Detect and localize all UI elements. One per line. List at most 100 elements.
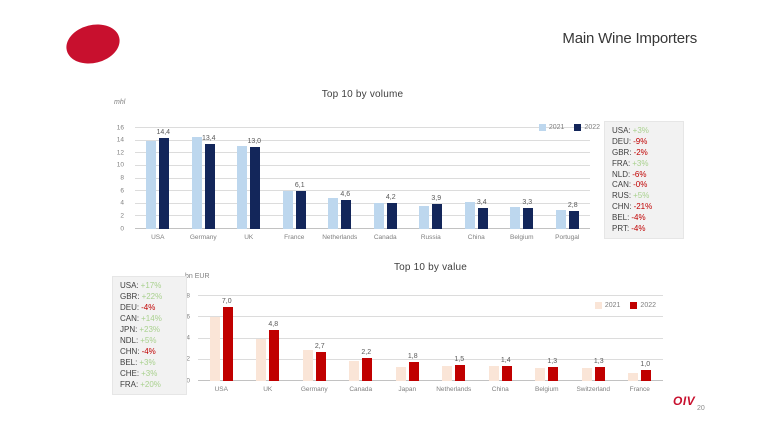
bar-2021-UK bbox=[237, 145, 248, 229]
change-value: -0% bbox=[633, 180, 648, 190]
bar-value-label: 2,8 bbox=[567, 202, 578, 210]
bar-2021-USA bbox=[146, 141, 157, 229]
bar-2022-Germany bbox=[204, 144, 215, 229]
bar-wrap bbox=[237, 128, 248, 229]
panel-row: USA: +3% bbox=[612, 127, 676, 135]
country-code: DEU: bbox=[120, 303, 140, 312]
bar-wrap bbox=[302, 296, 313, 381]
bar-wrap bbox=[488, 296, 499, 381]
x-category-label: China bbox=[491, 386, 509, 393]
bar-value-label: 4,8 bbox=[268, 321, 279, 328]
bar-value-label: 4,2 bbox=[385, 193, 396, 201]
y-tick-label: 6 bbox=[120, 186, 124, 194]
legend-swatch bbox=[630, 302, 638, 309]
bar-wrap: 4,2 bbox=[385, 128, 397, 229]
value-legend: 2021 2022 bbox=[198, 302, 656, 309]
bar-wrap: 1,3 bbox=[594, 296, 605, 381]
bar-wrap bbox=[373, 128, 384, 229]
bar-wrap bbox=[442, 296, 453, 381]
bar-wrap: 1,5 bbox=[454, 296, 466, 381]
change-value: +17% bbox=[140, 281, 162, 290]
bar-2021-USA bbox=[209, 317, 220, 381]
bar-2022-Russia bbox=[432, 204, 443, 229]
bar-group: 1,5 bbox=[431, 296, 478, 381]
y-tick-label: 0 bbox=[120, 224, 124, 232]
bar-2022-France bbox=[295, 190, 306, 229]
x-category-label: Russia bbox=[420, 234, 441, 241]
bar-wrap: 3,3 bbox=[522, 128, 534, 229]
bar-wrap: 2,7 bbox=[315, 296, 326, 381]
legend-swatch bbox=[538, 124, 546, 131]
y-tick-label: 2 bbox=[186, 355, 190, 363]
change-value: -21% bbox=[633, 202, 653, 212]
bar-group: 13,0 bbox=[226, 128, 272, 229]
country-code: GBR: bbox=[612, 147, 632, 157]
bar-group: 3,4 bbox=[454, 128, 500, 229]
bar-2021-Portugal bbox=[555, 210, 566, 229]
change-value: +23% bbox=[139, 325, 161, 334]
bar-group: 6,1 bbox=[272, 128, 318, 229]
bar-group: 4,8 bbox=[245, 296, 292, 381]
country-code: FRA: bbox=[612, 158, 631, 168]
volume-axis-unit: mhl bbox=[114, 99, 126, 106]
volume-x-axis-labels: USA Germany UK France Netherlands Canada Russi… bbox=[135, 234, 590, 242]
panel-row: DEU: -4% bbox=[120, 304, 179, 312]
x-category-label: Canada bbox=[349, 386, 373, 393]
gridline bbox=[135, 202, 590, 204]
x-category-label: Belgium bbox=[535, 386, 559, 393]
bar-wrap: 4,6 bbox=[340, 128, 352, 229]
change-value: -4% bbox=[631, 223, 646, 233]
x-category-label: Netherlands bbox=[436, 386, 472, 393]
volume-bars: 14,4 13,4 13,0 6,1 4,6 4,2 3,9 3,4 3,3 2,8 bbox=[135, 128, 590, 229]
bar-wrap: 3,9 bbox=[431, 128, 443, 229]
panel-row: DEU: -9% bbox=[612, 137, 676, 146]
bar-wrap bbox=[282, 128, 293, 229]
bar-value-label: 14,4 bbox=[156, 129, 171, 137]
country-code: FRA: bbox=[120, 380, 139, 389]
panel-row: BEL: -4% bbox=[612, 214, 676, 222]
y-tick-label: 4 bbox=[120, 199, 124, 207]
panel-row: JPN: +23% bbox=[120, 326, 179, 334]
x-category-label: Switzerland bbox=[576, 386, 611, 393]
bar-2021-China bbox=[464, 201, 475, 229]
y-tick-label: 10 bbox=[116, 161, 124, 169]
bar-wrap: 1,8 bbox=[408, 296, 419, 381]
bar-wrap bbox=[535, 296, 546, 381]
panel-row: CAN: -0% bbox=[612, 181, 676, 189]
y-tick-label: 8 bbox=[186, 291, 190, 299]
legend-item-2022: 2022 bbox=[630, 302, 656, 309]
y-tick-label: 4 bbox=[186, 334, 190, 342]
x-category-label: China bbox=[467, 234, 485, 241]
country-code: CHN: bbox=[612, 202, 632, 212]
volume-plot-area: 14,4 13,4 13,0 6,1 4,6 4,2 3,9 3,4 3,3 2,8 bbox=[135, 127, 590, 229]
country-code: CAN: bbox=[612, 180, 632, 190]
panel-row: GBR: +22% bbox=[120, 293, 179, 301]
bar-2022-Belgium bbox=[523, 208, 534, 229]
bar-wrap: 3,4 bbox=[476, 128, 488, 229]
volume-chart-title: Top 10 by volume bbox=[321, 89, 404, 100]
bar-wrap bbox=[146, 128, 157, 229]
bar-group: 1,8 bbox=[384, 296, 431, 381]
bar-value-label: 3,4 bbox=[476, 198, 487, 206]
bar-2021-Japan bbox=[395, 367, 406, 381]
y-tick-label: 14 bbox=[116, 136, 124, 144]
bar-2022-Netherlands bbox=[455, 365, 466, 381]
gridline bbox=[198, 337, 663, 339]
country-code: PRT: bbox=[612, 223, 630, 233]
country-code: CAN: bbox=[120, 314, 140, 323]
bar-2021-Germany bbox=[302, 350, 313, 381]
oiv-ellipse-logo-icon bbox=[62, 19, 124, 69]
value-plot-area: 7,0 4,8 2,7 2,2 1,8 1,5 1,4 1,3 1,3 1,0 bbox=[198, 295, 663, 381]
bar-2021-Switzerland bbox=[581, 368, 592, 381]
x-category-label: USA bbox=[214, 386, 228, 393]
y-tick-label: 2 bbox=[120, 212, 124, 220]
gridline bbox=[135, 177, 590, 179]
bar-group: 14,4 bbox=[135, 128, 181, 229]
panel-row: CAN: +14% bbox=[120, 315, 179, 323]
x-category-label: Canada bbox=[373, 234, 397, 241]
legend-label: 2021 bbox=[548, 124, 565, 131]
bar-value-label: 1,4 bbox=[500, 357, 511, 365]
x-category-label: Germany bbox=[189, 234, 217, 241]
legend-label: 2021 bbox=[604, 302, 621, 309]
